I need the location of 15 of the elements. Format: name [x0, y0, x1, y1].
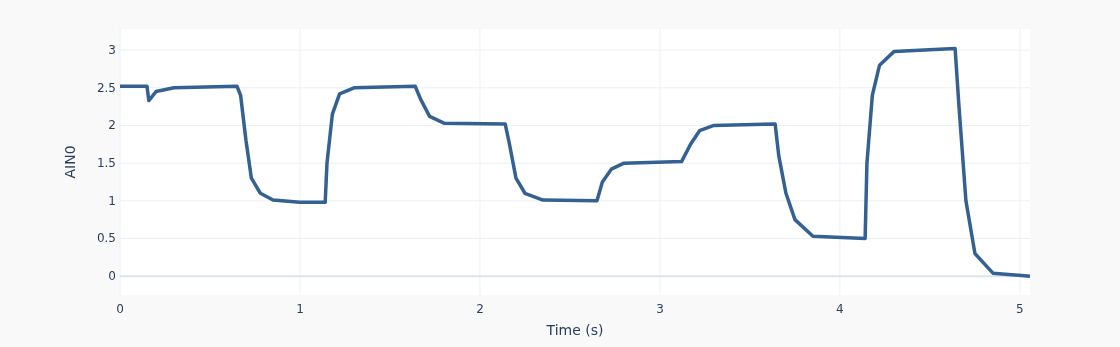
y-tick-label: 1.5 — [96, 156, 116, 171]
y-tick-label: 2 — [108, 118, 116, 133]
y-tick-label: 0 — [108, 269, 116, 284]
x-tick-label: 5 — [1016, 302, 1024, 316]
y-axis-title: AIN0 — [62, 145, 78, 179]
y-tick-label: 3 — [108, 43, 116, 58]
x-tick-label: 4 — [836, 302, 844, 316]
y-tick-label: 2.5 — [96, 80, 116, 95]
y-tick-label: 1 — [108, 193, 116, 208]
x-axis-title: Time (s) — [545, 322, 604, 338]
y-tick-label: 0.5 — [96, 231, 116, 246]
x-tick-label: 2 — [476, 302, 484, 316]
x-tick-label: 3 — [656, 302, 664, 316]
x-tick-label: 1 — [296, 302, 304, 316]
line-series — [120, 46, 1032, 278]
